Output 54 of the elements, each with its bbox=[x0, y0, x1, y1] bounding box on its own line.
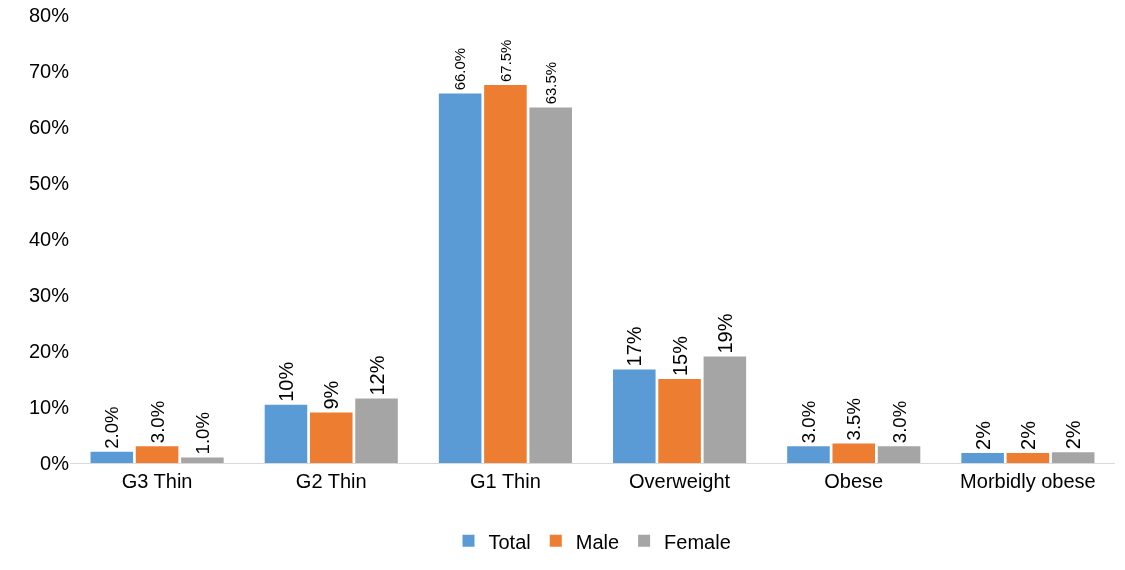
bar bbox=[1006, 452, 1050, 463]
bar bbox=[135, 446, 179, 463]
bar bbox=[438, 93, 482, 463]
bar bbox=[90, 451, 134, 463]
bar bbox=[613, 369, 656, 463]
y-tick-label: 60% bbox=[28, 116, 70, 138]
x-tick-label: G3 Thin bbox=[121, 470, 193, 492]
x-tick-label: G2 Thin bbox=[295, 470, 367, 492]
data-label: 2% bbox=[1016, 420, 1039, 450]
bar bbox=[309, 412, 353, 463]
data-label: 17% bbox=[623, 326, 646, 367]
bar bbox=[658, 379, 701, 463]
y-tick-label: 20% bbox=[28, 340, 70, 362]
data-label: 3.0% bbox=[146, 400, 168, 444]
data-label: 2% bbox=[971, 420, 994, 450]
y-tick-label: 40% bbox=[28, 228, 70, 250]
bar bbox=[961, 452, 1004, 463]
data-label: 19% bbox=[713, 313, 736, 354]
bar bbox=[703, 356, 747, 463]
x-tick-label: G1 Thin bbox=[470, 470, 541, 492]
data-label: 63.5% bbox=[541, 62, 559, 105]
y-tick-label: 10% bbox=[28, 396, 70, 418]
data-label: 15% bbox=[668, 335, 691, 376]
data-label: 3.0% bbox=[797, 400, 819, 444]
x-tick-label: Obese bbox=[824, 470, 884, 492]
y-tick-label: 0% bbox=[40, 452, 70, 474]
y-tick-label: 70% bbox=[28, 60, 70, 82]
data-label: 12% bbox=[365, 355, 388, 396]
x-tick-label: Overweight bbox=[629, 470, 731, 492]
x-tick-label: Morbidly obese bbox=[960, 470, 1096, 492]
bar bbox=[832, 443, 876, 463]
data-label: 2.0% bbox=[101, 406, 123, 449]
bar bbox=[181, 457, 224, 463]
y-tick-label: 30% bbox=[28, 284, 70, 306]
data-label: 67.5% bbox=[496, 39, 514, 82]
data-label: 3.0% bbox=[888, 400, 910, 444]
bar bbox=[484, 85, 527, 463]
data-label: 10% bbox=[274, 361, 297, 402]
bar bbox=[787, 446, 830, 463]
y-tick-label: 80% bbox=[28, 4, 70, 26]
data-label: 3.5% bbox=[843, 398, 865, 441]
bar bbox=[1051, 452, 1095, 463]
data-label: 1.0% bbox=[191, 412, 213, 455]
data-label: 2% bbox=[1062, 420, 1085, 450]
y-tick-label: 50% bbox=[28, 172, 70, 194]
bar bbox=[529, 107, 572, 463]
legend-label: Male bbox=[575, 530, 620, 553]
bar bbox=[264, 404, 308, 463]
legend-label: Total bbox=[488, 530, 531, 553]
data-label: 9% bbox=[320, 380, 343, 410]
data-label: 66.0% bbox=[451, 48, 469, 91]
bar bbox=[877, 446, 921, 463]
legend-label: Female bbox=[664, 530, 731, 553]
bar bbox=[355, 398, 398, 463]
